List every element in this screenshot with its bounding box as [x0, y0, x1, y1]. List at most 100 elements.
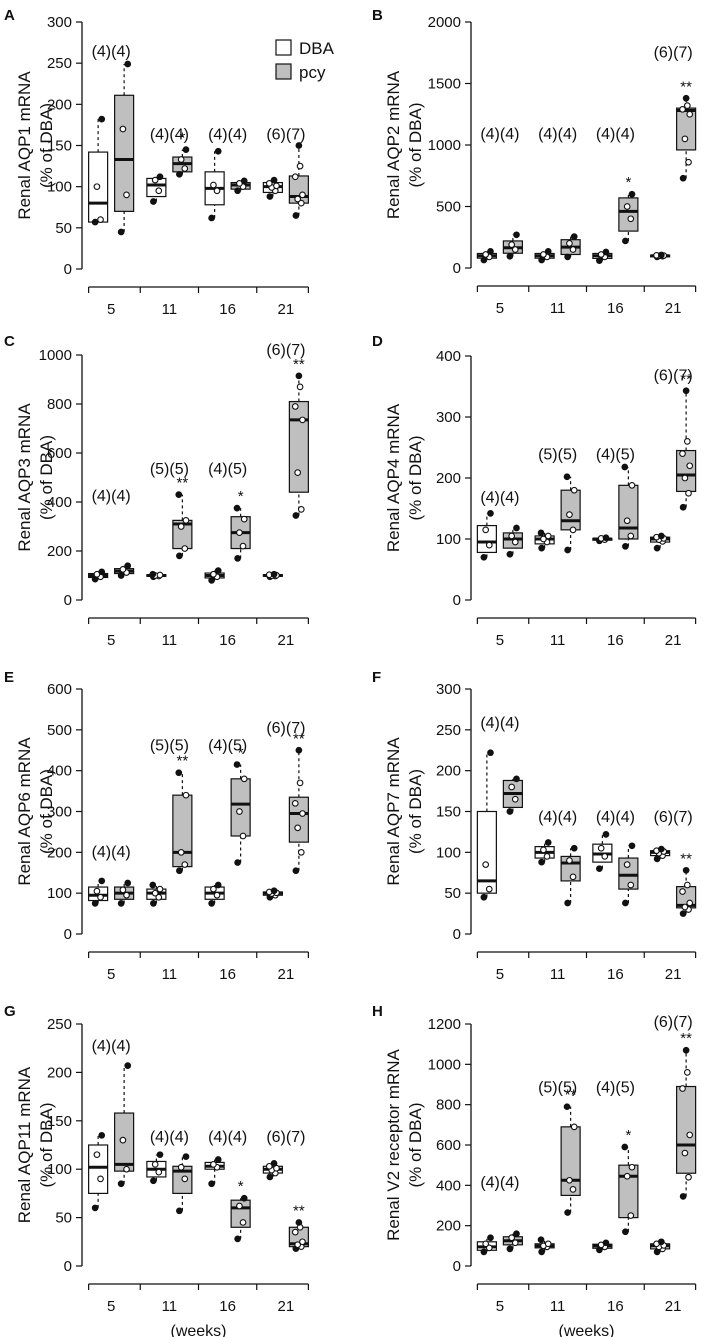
- data-point: [538, 256, 545, 264]
- x-tick-label: 11: [162, 301, 178, 318]
- data-point: [210, 885, 217, 893]
- chart-panel-g: G 0 50 100 150 200 250 Renal AQP11 mRNA (% of DB…: [4, 1003, 309, 1337]
- data-point: [294, 469, 302, 476]
- y-tick-label: 50: [444, 885, 461, 902]
- box-dba-5: [88, 1131, 109, 1212]
- data-point: [683, 102, 691, 109]
- data-point: [91, 900, 99, 907]
- y-tick-label: 200: [436, 470, 461, 487]
- data-point: [299, 416, 306, 424]
- box-dba-11: [534, 248, 555, 264]
- box-dba-5: [88, 568, 109, 583]
- data-point: [508, 532, 516, 540]
- data-point: [155, 187, 163, 195]
- data-point: [296, 162, 304, 170]
- panel-letter: D: [372, 333, 383, 350]
- chart-panel-b: B 0 500 1000 1500 2000 Renal AQP2 mRNA (% of DB…: [372, 7, 697, 317]
- data-point: [570, 1123, 578, 1131]
- data-point: [297, 199, 305, 207]
- data-point: [564, 546, 571, 554]
- y-tick-label: 600: [436, 1137, 461, 1154]
- panel-letter: F: [372, 669, 381, 686]
- data-point: [657, 1238, 665, 1246]
- y-axis-title: (% of DBA): [406, 1102, 425, 1187]
- legend: DBA pcy: [275, 39, 335, 82]
- n-label: (4)(4): [480, 489, 519, 506]
- n-label: (4)(5): [596, 1080, 635, 1097]
- legend-swatch-dba: [275, 39, 292, 56]
- data-point: [270, 887, 278, 895]
- data-point: [155, 1168, 163, 1176]
- data-point: [622, 899, 629, 907]
- x-tick-label: 5: [107, 1298, 115, 1315]
- data-point: [623, 517, 631, 525]
- x-tick-label: 21: [665, 966, 682, 983]
- n-label: (4)(5): [208, 461, 247, 478]
- data-point: [124, 1062, 132, 1069]
- data-point: [266, 193, 274, 200]
- y-tick-label: 150: [47, 138, 72, 155]
- data-point: [182, 146, 190, 153]
- data-point: [511, 1239, 519, 1247]
- y-tick-label: 50: [55, 220, 72, 237]
- data-point: [236, 529, 243, 536]
- data-point: [176, 867, 183, 875]
- data-point: [679, 174, 687, 182]
- data-point: [299, 191, 306, 199]
- data-point: [150, 1177, 157, 1185]
- data-point: [513, 524, 520, 532]
- significance-marker: **: [177, 475, 189, 492]
- n-label: (6)(7): [266, 127, 305, 144]
- data-point: [176, 552, 183, 560]
- data-point: [681, 1149, 689, 1157]
- box-pcy-16: [230, 1194, 251, 1243]
- data-point: [679, 910, 687, 917]
- box-body: [560, 1126, 581, 1197]
- x-tick-label: 16: [607, 1298, 624, 1315]
- data-point: [544, 248, 552, 255]
- data-point: [540, 535, 547, 543]
- data-point: [97, 216, 104, 223]
- box-pcy-21: [288, 1219, 309, 1252]
- n-label: (6)(7): [654, 367, 693, 384]
- box-pcy-16: [230, 504, 251, 562]
- data-point: [93, 887, 101, 895]
- y-tick-label: 250: [47, 1016, 72, 1033]
- box-body: [172, 794, 193, 868]
- y-axis-title: Renal AQP6 mRNA: [15, 737, 34, 886]
- n-label: (6)(7): [266, 342, 305, 359]
- data-point: [544, 532, 552, 540]
- box-body: [618, 484, 639, 540]
- box-dba-11: [146, 881, 167, 907]
- data-point: [239, 1219, 247, 1226]
- box-dba-16: [592, 831, 613, 873]
- box-body: [288, 400, 309, 493]
- y-axis-title: (% of DBA): [406, 769, 425, 854]
- data-point: [123, 191, 130, 199]
- data-point: [506, 550, 514, 558]
- significance-marker: *: [625, 1127, 631, 1144]
- data-point: [240, 515, 248, 523]
- data-point: [208, 214, 215, 222]
- data-point: [679, 888, 686, 895]
- n-label: (4)(4): [208, 1129, 247, 1146]
- x-tick-label: 21: [278, 966, 295, 983]
- data-point: [480, 893, 488, 901]
- chart-panel-a: A 0 50 100 150 200 250 300 Renal AQP1 mRNA (% of …: [4, 7, 309, 318]
- box-dba-16: [592, 248, 613, 264]
- n-label: (4)(4): [480, 715, 519, 732]
- data-point: [570, 844, 578, 852]
- box-dba-11: [146, 570, 167, 581]
- data-point: [621, 463, 629, 471]
- n-label: (6)(7): [654, 45, 693, 62]
- data-point: [292, 512, 300, 519]
- y-tick-label: 0: [453, 926, 461, 943]
- data-point: [602, 831, 610, 838]
- x-tick-label: 21: [665, 632, 682, 649]
- data-point: [98, 877, 106, 885]
- x-axis-title: (weeks): [558, 1323, 614, 1337]
- y-tick-label: 150: [436, 804, 461, 821]
- data-point: [119, 125, 127, 133]
- data-point: [291, 173, 299, 181]
- panel-letter: E: [4, 669, 14, 686]
